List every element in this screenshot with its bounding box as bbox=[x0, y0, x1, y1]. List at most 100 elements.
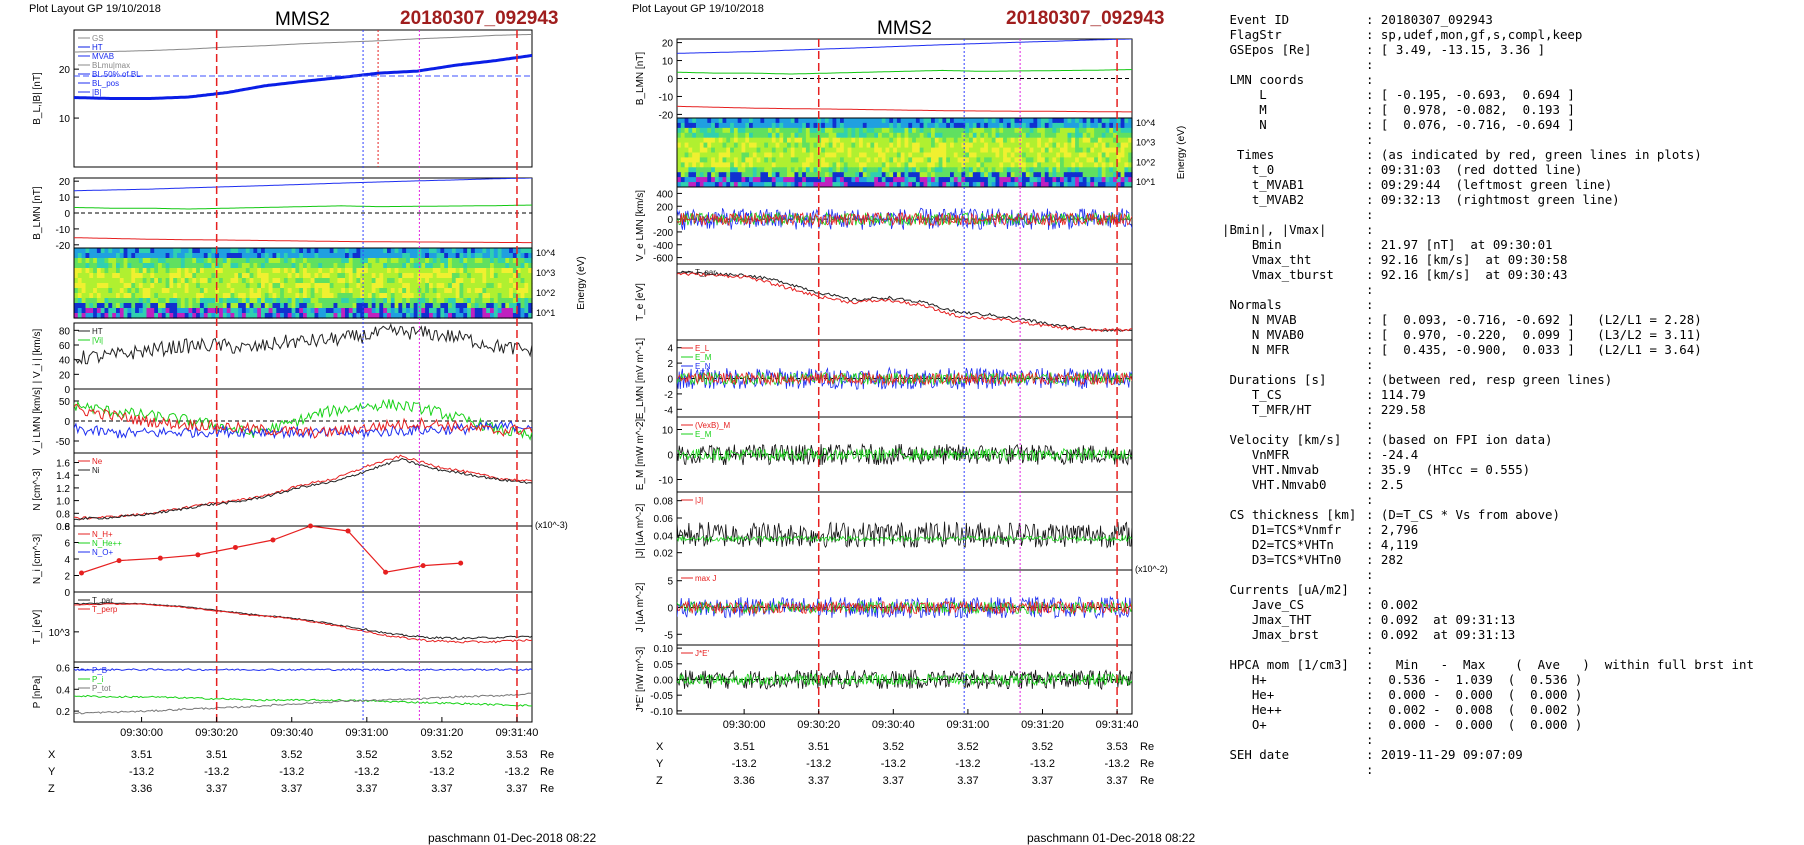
summary-row: Normals: bbox=[1222, 297, 1798, 312]
spectrogram-cell bbox=[169, 283, 174, 289]
spectrogram-cell bbox=[135, 253, 140, 259]
spectrogram-cell bbox=[794, 118, 799, 124]
spectrogram-cell bbox=[832, 127, 837, 134]
spectrogram-cell bbox=[287, 273, 293, 279]
right-footer: paschmann 01-Dec-2018 08:22 bbox=[1027, 831, 1196, 845]
spectrogram-cell bbox=[226, 273, 232, 279]
spectrogram-cell bbox=[184, 258, 190, 264]
spectrogram-cell bbox=[509, 248, 514, 254]
spectrogram-cell bbox=[154, 293, 159, 299]
spectrogram-cell bbox=[931, 132, 936, 139]
spectrogram-cell bbox=[965, 167, 970, 173]
spectrogram-cell bbox=[1048, 157, 1053, 163]
spectrogram-cell bbox=[253, 313, 258, 319]
spectrogram-cell bbox=[980, 137, 985, 144]
spectrogram-cell bbox=[1067, 132, 1072, 139]
spectrogram-cell bbox=[478, 253, 483, 259]
spectrogram-cell bbox=[749, 162, 754, 168]
spectrogram-cell bbox=[775, 152, 780, 158]
spectrogram-cell bbox=[779, 127, 784, 134]
y-tick-label: 40 bbox=[59, 356, 71, 367]
spectrogram-cell bbox=[1067, 137, 1072, 144]
spectrogram-cell bbox=[199, 253, 205, 259]
spectrogram-cell bbox=[253, 278, 258, 284]
spectrogram-cell bbox=[196, 293, 201, 299]
spectrogram-cell bbox=[828, 167, 834, 173]
spectrogram-cell bbox=[199, 313, 205, 319]
spectrogram-cell bbox=[306, 263, 312, 269]
spectrogram-cell bbox=[934, 137, 940, 144]
spectrogram-cell bbox=[862, 132, 868, 139]
spectrogram-cell bbox=[470, 253, 476, 259]
spectrogram-cell bbox=[390, 263, 396, 269]
spectrogram-cell bbox=[318, 313, 323, 319]
spectrogram-cell bbox=[878, 147, 883, 154]
spectrogram-cell bbox=[889, 132, 894, 139]
y-axis-label: J*E' [nW m^-3] bbox=[635, 647, 646, 713]
spectrogram-cell bbox=[680, 152, 686, 158]
spectrogram-cell bbox=[329, 298, 335, 304]
spectrogram-cell bbox=[938, 127, 943, 134]
spectrogram-cell bbox=[896, 172, 902, 178]
spectrogram-cell bbox=[965, 147, 970, 154]
spectrogram-cell bbox=[291, 278, 296, 284]
summary-row: GSEpos [Re]: [ 3.49, -13.15, 3.36 ] bbox=[1222, 42, 1798, 57]
spectrogram-cell bbox=[283, 283, 289, 289]
spectrogram-cell bbox=[448, 308, 453, 314]
spectrogram-cell bbox=[108, 293, 113, 299]
spectrogram-cell bbox=[387, 308, 392, 314]
spectrogram-cell bbox=[1128, 137, 1133, 144]
spectrogram-cell bbox=[756, 147, 761, 154]
spectrogram-cell bbox=[96, 308, 102, 314]
spectrogram-cell bbox=[493, 303, 499, 309]
spectrogram-cell bbox=[429, 258, 434, 264]
spectrogram-cell bbox=[821, 167, 826, 173]
spectrogram-cell bbox=[851, 132, 856, 139]
spectrogram-cell bbox=[211, 268, 216, 274]
spectrogram-cell bbox=[74, 278, 79, 284]
spectrogram-cell bbox=[1078, 147, 1084, 154]
spectrogram-cell bbox=[953, 122, 959, 129]
spectrogram-cell bbox=[957, 137, 962, 144]
spectrogram-cell bbox=[707, 137, 712, 144]
spectrogram-cell bbox=[976, 157, 981, 163]
y-tick-label: -600 bbox=[653, 254, 673, 265]
spectrogram-cell bbox=[931, 142, 936, 149]
spectrogram-cell bbox=[714, 162, 720, 168]
spectrogram-cell bbox=[474, 258, 480, 264]
summary-key: Jave_CS bbox=[1222, 597, 1305, 612]
spectrogram-cell bbox=[730, 137, 735, 144]
spectrogram-cell bbox=[272, 253, 277, 259]
spectrogram-cell bbox=[253, 248, 258, 254]
spectrogram-cell bbox=[222, 293, 228, 299]
spectrogram-cell bbox=[1094, 172, 1099, 178]
spectrogram-cell bbox=[821, 132, 826, 139]
spectrogram-cell bbox=[264, 258, 270, 264]
spectrogram-cell bbox=[1041, 137, 1046, 144]
summary-value: : 114.79 bbox=[1366, 387, 1426, 402]
spectrogram-cell bbox=[836, 167, 841, 173]
spectrogram-cell bbox=[272, 293, 277, 299]
summary-value: : 229.58 bbox=[1366, 402, 1426, 417]
spectrogram-cell bbox=[142, 253, 148, 259]
spectrogram-cell bbox=[1063, 122, 1069, 129]
y-axis-label: N_i [cm^-3] bbox=[32, 534, 43, 584]
summary-row: He++: 0.002 - 0.008 ( 0.002 ) bbox=[1222, 702, 1798, 717]
spectrogram-cell bbox=[1113, 147, 1118, 154]
spectrogram-cell bbox=[322, 253, 327, 259]
spectrogram-cell bbox=[375, 308, 380, 314]
spectrogram-cell bbox=[367, 298, 373, 304]
spectrogram-cell bbox=[1082, 147, 1088, 154]
spectrogram-cell bbox=[995, 157, 1000, 163]
spectrogram-cell bbox=[870, 172, 875, 178]
spectrogram-cell bbox=[440, 293, 445, 299]
spectrogram-cell bbox=[1090, 147, 1095, 154]
spectrogram-cell bbox=[1082, 127, 1088, 134]
spectrogram-cell bbox=[893, 122, 898, 129]
spectrogram-cell bbox=[1090, 118, 1095, 124]
spectrogram-cell bbox=[1044, 118, 1050, 124]
spectrogram-cell bbox=[127, 248, 132, 254]
spectrogram-cell bbox=[1048, 152, 1053, 158]
spectrogram-cell bbox=[923, 118, 928, 124]
spectrogram-cell bbox=[866, 122, 871, 129]
